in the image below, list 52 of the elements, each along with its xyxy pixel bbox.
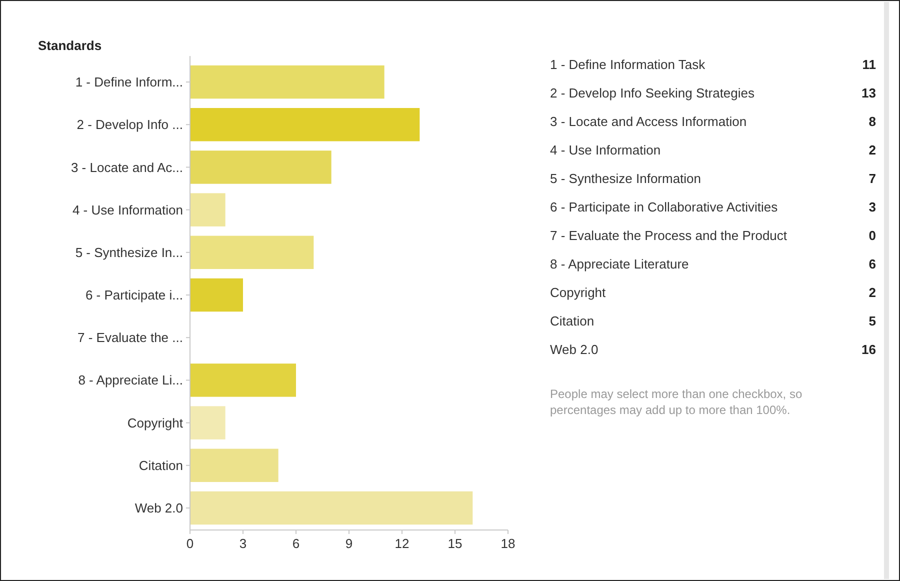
bar — [190, 193, 226, 226]
category-label: Citation — [550, 314, 594, 328]
y-tick-label: 5 - Synthesize In... — [75, 244, 183, 260]
text: People may select more than one checkbox, so percentages may add up to more than 100%. — [550, 387, 802, 417]
category-label: 8 - Appreciate Literature — [550, 256, 689, 272]
category-label: 3 - Locate and Access Information — [550, 114, 747, 129]
data-label: 8 — [868, 114, 876, 129]
category-label: 5 - Synthesize Information — [550, 171, 702, 186]
bar — [190, 491, 473, 525]
x-tick-label: 3 — [239, 536, 247, 551]
data-label: 7 — [868, 171, 876, 186]
category-label: 4 - Use Information — [550, 142, 661, 158]
data-label: 2 — [868, 285, 876, 300]
bar — [190, 150, 332, 184]
bar — [190, 448, 278, 482]
data-label: 16 — [862, 342, 876, 357]
data-label: 5 — [868, 314, 876, 328]
data-label: 11 — [862, 57, 876, 72]
category-label: 1 - Define Information Task — [550, 57, 706, 72]
category-label: 6 - Participate in Collaborative Activities — [550, 200, 778, 214]
x-tick-label: 15 — [448, 536, 462, 551]
data-label: 2 — [868, 142, 876, 158]
y-tick-label: 7 - Evaluate the ... — [77, 330, 183, 346]
x-tick-label: 9 — [345, 536, 353, 551]
bar — [190, 278, 243, 312]
y-tick-label: Citation — [138, 458, 183, 473]
category-label: Copyright — [550, 285, 606, 300]
bar — [190, 236, 314, 270]
bar — [190, 65, 384, 99]
bar — [190, 108, 420, 142]
y-tick-label: Copyright — [127, 415, 184, 430]
data-label: 6 — [868, 256, 876, 272]
x-tick-label: 12 — [394, 536, 410, 551]
category-label: 2 - Develop Info Seeking Strategies — [550, 86, 756, 100]
data-label: 3 — [868, 200, 876, 214]
text: Standards — [38, 38, 102, 53]
x-tick-label: 6 — [292, 536, 300, 551]
bar — [190, 364, 296, 397]
category-label: Web 2.0 — [550, 342, 598, 357]
category-label: 7 - Evaluate the Process and the Product — [550, 228, 788, 243]
y-tick-label: 4 - Use Information — [72, 202, 183, 218]
y-tick-label: Web 2.0 — [134, 500, 183, 516]
y-tick-label: 1 - Define Inform... — [75, 74, 183, 90]
y-tick-label: 6 - Participate i... — [85, 288, 183, 303]
data-label: 13 — [862, 86, 876, 100]
y-tick-label: 3 - Locate and Ac... — [70, 160, 183, 175]
data-label: 0 — [868, 228, 876, 243]
bar — [190, 406, 226, 440]
y-tick-label: 8 - Appreciate Li... — [78, 372, 183, 388]
y-tick-label: 2 - Develop Info ... — [76, 117, 183, 132]
x-tick-label: 18 — [500, 536, 516, 551]
x-tick-label: 0 — [186, 536, 194, 551]
